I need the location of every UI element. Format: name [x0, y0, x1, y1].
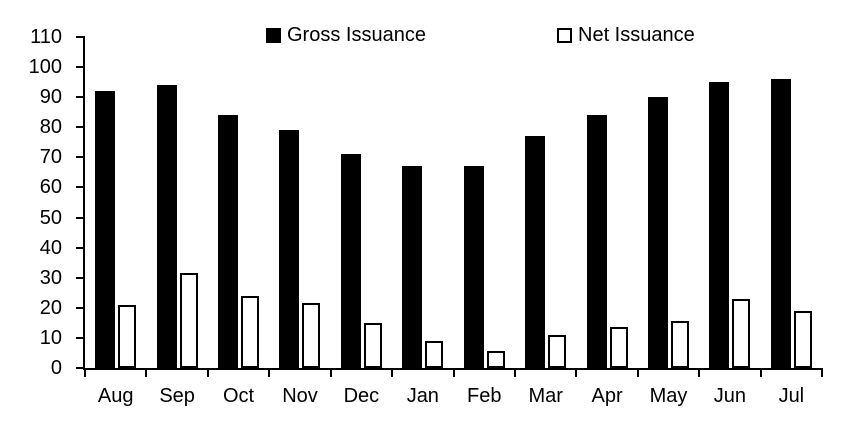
y-tick-20: [76, 307, 83, 309]
y-axis-line: [83, 36, 85, 370]
x-tick-11: [760, 370, 762, 377]
bar-group-jun: [699, 37, 760, 368]
y-tick-label-50: 50: [39, 207, 62, 229]
x-tick-3: [268, 370, 270, 377]
x-tick-4: [330, 370, 332, 377]
bar-gross-jan: [402, 166, 423, 368]
y-tick-40: [76, 247, 83, 249]
x-tick-label-nov: Nov: [282, 385, 318, 407]
bar-net-aug: [118, 305, 137, 368]
bar-net-jul: [793, 311, 812, 368]
bar-gross-nov: [279, 130, 300, 368]
y-tick-label-110: 110: [30, 26, 62, 48]
y-tick-label-100: 100: [28, 56, 62, 78]
legend-item-gross-issuance: Gross Issuance: [266, 23, 426, 47]
bar-gross-mar: [525, 136, 546, 368]
bar-gross-apr: [586, 115, 607, 368]
x-tick-6: [453, 370, 455, 377]
y-tick-label-30: 30: [39, 267, 62, 289]
bar-net-oct: [241, 296, 260, 368]
y-tick-label-70: 70: [39, 146, 62, 168]
x-tick-label-jul: Jul: [778, 385, 805, 407]
x-axis-labels: Aug Sep Oct Nov Dec Jan Feb Mar Apr May Jun Jul: [85, 383, 822, 409]
x-tick-label-oct: Oct: [222, 385, 255, 407]
bar-group-oct: [208, 37, 269, 368]
y-tick-10: [76, 337, 83, 339]
bar-gross-aug: [95, 91, 116, 368]
x-tick-2: [207, 370, 209, 377]
y-tick-70: [76, 156, 83, 158]
legend-label-gross-issuance: Gross Issuance: [287, 24, 426, 46]
bar-net-feb: [486, 351, 505, 368]
x-axis-line: [83, 368, 823, 370]
y-tick-110: [76, 36, 83, 38]
y-tick-label-10: 10: [39, 327, 62, 349]
bar-gross-dec: [340, 154, 361, 368]
y-tick-30: [76, 277, 83, 279]
y-tick-60: [76, 186, 83, 188]
y-tick-100: [76, 66, 83, 68]
bar-net-sep: [179, 273, 198, 368]
bar-group-jan: [392, 37, 453, 368]
bar-gross-jul: [770, 79, 791, 368]
x-tick-9: [637, 370, 639, 377]
bar-gross-oct: [218, 115, 239, 368]
y-tick-label-0: 0: [50, 357, 62, 379]
x-tick-label-may: May: [649, 385, 688, 407]
bar-net-mar: [548, 335, 567, 368]
bar-gross-feb: [463, 166, 484, 368]
x-tick-0: [84, 370, 86, 377]
bar-gross-sep: [156, 85, 177, 368]
x-tick-label-aug: Aug: [97, 385, 134, 407]
x-tick-label-dec: Dec: [343, 385, 380, 407]
x-tick-label-feb: Feb: [467, 385, 502, 407]
x-tick-label-jun: Jun: [713, 385, 747, 407]
bar-group-feb: [454, 37, 515, 368]
y-tick-80: [76, 126, 83, 128]
x-tick-label-apr: Apr: [591, 385, 623, 407]
legend-label-net-issuance: Net Issuance: [578, 24, 695, 46]
x-tick-8: [575, 370, 577, 377]
bar-net-dec: [363, 323, 382, 368]
bar-net-may: [671, 321, 689, 368]
bar-group-jul: [761, 37, 822, 368]
x-tick-7: [514, 370, 516, 377]
y-tick-0: [76, 367, 83, 369]
x-tick-10: [698, 370, 700, 377]
x-tick-label-jan: Jan: [406, 385, 439, 407]
bar-group-may: [638, 37, 699, 368]
y-tick-label-80: 80: [39, 116, 62, 138]
x-tick-5: [391, 370, 393, 377]
y-tick-50: [76, 217, 83, 219]
y-tick-label-60: 60: [39, 176, 62, 198]
x-tick-label-mar: Mar: [528, 385, 563, 407]
bar-net-jan: [425, 341, 444, 368]
y-tick-label-90: 90: [39, 86, 62, 108]
bar-group-nov: [269, 37, 330, 368]
x-tick-label-sep: Sep: [159, 385, 195, 407]
bar-group-sep: [146, 37, 207, 368]
y-tick-90: [76, 96, 83, 98]
plot-area: [85, 37, 822, 368]
bar-gross-jun: [709, 82, 730, 368]
gross-issuance-swatch-icon: [266, 27, 281, 43]
bar-gross-may: [648, 97, 668, 368]
bar-group-mar: [515, 37, 576, 368]
net-issuance-swatch-icon: [557, 27, 572, 43]
bar-group-aug: [85, 37, 146, 368]
bar-net-apr: [609, 327, 628, 368]
bar-group-apr: [576, 37, 637, 368]
x-tick-12: [821, 370, 823, 377]
legend-item-net-issuance: Net Issuance: [557, 23, 695, 47]
y-tick-label-40: 40: [39, 237, 62, 259]
bar-net-jun: [732, 299, 751, 368]
bar-net-nov: [302, 303, 321, 368]
bar-group-dec: [331, 37, 392, 368]
y-tick-label-20: 20: [39, 297, 62, 319]
x-tick-1: [145, 370, 147, 377]
